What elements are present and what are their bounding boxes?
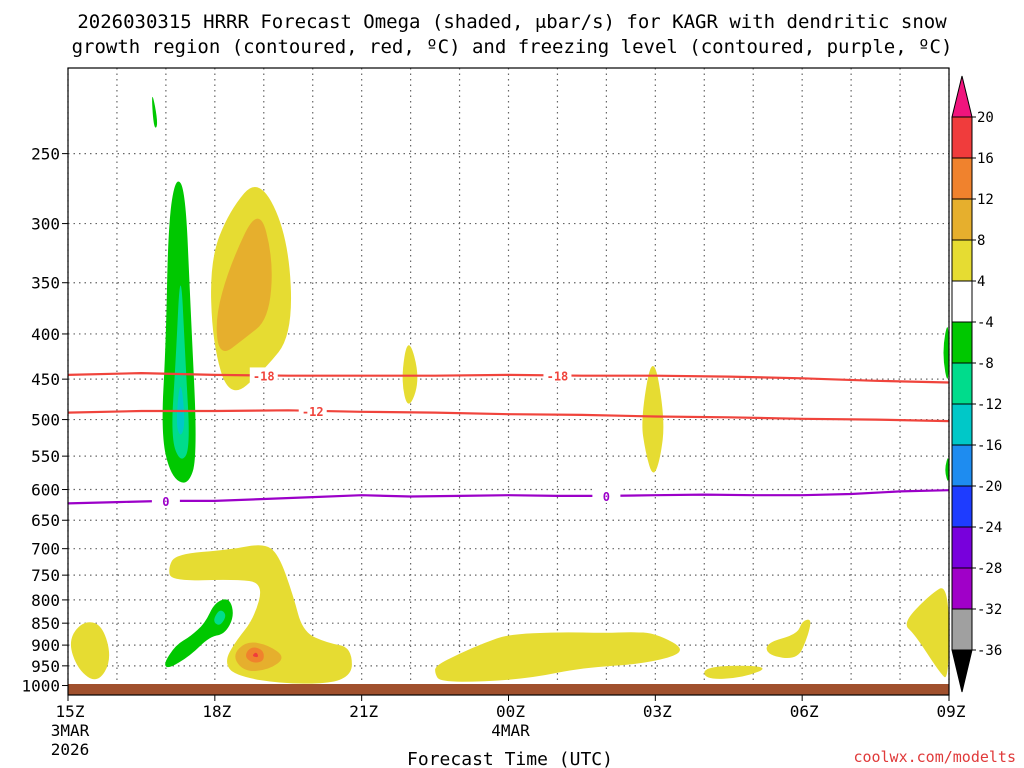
omega-region-15 xyxy=(642,365,664,473)
contour--12C xyxy=(67,409,950,423)
contour-label-freezing-level-1: 0 xyxy=(603,490,610,504)
y-tick-label-750: 750 xyxy=(31,566,60,585)
x-tick-label-00Z: 00Z xyxy=(496,702,525,721)
colorbar-label--20: -20 xyxy=(977,479,1002,495)
contour-freezing-level xyxy=(67,489,950,505)
colorbar-label-16: 16 xyxy=(977,151,994,167)
x-tick-label-09Z: 09Z xyxy=(937,702,966,721)
x-tick-year-15Z: 2026 xyxy=(51,740,90,759)
contour-label-bg-freezing-level-1 xyxy=(592,487,621,503)
colorbar-segment--8--4 xyxy=(951,321,973,364)
omega-region-18 xyxy=(906,588,949,678)
contour-label--18C-0: -18 xyxy=(253,369,275,383)
y-tick-label-500: 500 xyxy=(31,411,60,430)
terrain-bar xyxy=(68,684,949,695)
y-tick-label-450: 450 xyxy=(31,370,60,389)
x-tick-date-15Z: 3MAR xyxy=(51,721,90,740)
colorbar-segment-4-8 xyxy=(951,239,973,282)
y-tick-label-800: 800 xyxy=(31,591,60,610)
colorbar-segment--20--16 xyxy=(951,444,973,487)
colorbar: 20 16 12 8 4 -4 -8 -12 -16 -20 -24 -28 -32 -36 xyxy=(951,75,1002,693)
omega-region-20 xyxy=(945,458,949,481)
x-tick-label-03Z: 03Z xyxy=(643,702,672,721)
omega-region-1 xyxy=(152,96,158,128)
x-tick-label-06Z: 06Z xyxy=(790,702,819,721)
omega-region-0 xyxy=(70,622,110,680)
omega-region-7 xyxy=(169,545,352,684)
colorbar-segment-12-16 xyxy=(951,157,973,200)
omega-region-17 xyxy=(766,619,811,659)
colorbar-label--32: -32 xyxy=(977,602,1002,618)
pressure-axis: 250 300 350 400 450 500 550 600 650 700 750 800 850 9… xyxy=(21,145,68,696)
colorbar-label-4: 4 xyxy=(977,274,985,290)
contour-label--12C-0: -12 xyxy=(302,405,324,419)
y-tick-label-350: 350 xyxy=(31,274,60,293)
colorbar-top-arrow xyxy=(951,75,973,118)
colorbar-label--28: -28 xyxy=(977,561,1002,577)
colorbar-segment--32--28 xyxy=(951,567,973,610)
colorbar-segment--16--12 xyxy=(951,403,973,446)
y-tick-label-400: 400 xyxy=(31,325,60,344)
y-tick-label-1000: 1000 xyxy=(21,677,60,696)
contour-label-bg--18C-1 xyxy=(543,367,572,383)
omega-region-19 xyxy=(943,327,949,379)
colorbar-segment-8-12 xyxy=(951,198,973,241)
x-tick-label-18Z: 18Z xyxy=(202,702,231,721)
contour-label-bg--12C-0 xyxy=(298,402,327,418)
contour-label-bg--18C-0 xyxy=(249,367,278,383)
colorbar-bottom-arrow xyxy=(951,649,973,693)
colorbar-label-8: 8 xyxy=(977,233,985,249)
colorbar-segment-16-20 xyxy=(951,116,973,159)
colorbar-label--36: -36 xyxy=(977,643,1002,659)
credit-text: coolwx.com/modelts xyxy=(853,748,1016,766)
y-tick-label-600: 600 xyxy=(31,481,60,500)
contour-label--18C-1: -18 xyxy=(547,369,569,383)
y-tick-label-250: 250 xyxy=(31,145,60,164)
omega-region-12 xyxy=(252,652,258,658)
x-tick-date-00Z: 4MAR xyxy=(491,721,530,740)
y-tick-label-550: 550 xyxy=(31,447,60,466)
contour-label-bg-freezing-level-0 xyxy=(151,492,180,508)
colorbar-segment--28--24 xyxy=(951,526,973,569)
colorbar-segment--12--8 xyxy=(951,362,973,405)
omega-region-13 xyxy=(402,345,418,404)
colorbar-label--12: -12 xyxy=(977,397,1002,413)
temperature-contours: -18 -18 -12 0 0 xyxy=(67,367,950,509)
y-tick-label-700: 700 xyxy=(31,540,60,559)
y-tick-label-950: 950 xyxy=(31,657,60,676)
colorbar-label-12: 12 xyxy=(977,192,994,208)
y-tick-label-900: 900 xyxy=(31,636,60,655)
chart-title-line-2: growth region (contoured, red, ºC) and f… xyxy=(72,36,953,58)
contour-label-freezing-level-0: 0 xyxy=(162,495,169,509)
chart-title-line-1: 2026030315 HRRR Forecast Omega (shaded, … xyxy=(77,11,947,33)
omega-region-9 xyxy=(214,610,226,625)
colorbar-segment--36--32 xyxy=(951,608,973,651)
colorbar-label--8: -8 xyxy=(977,356,994,372)
contour--18C xyxy=(67,371,950,384)
omega-shaded-regions xyxy=(70,96,949,684)
y-tick-label-300: 300 xyxy=(31,215,60,234)
x-axis-label: Forecast Time (UTC) xyxy=(407,749,613,768)
omega-region-3 xyxy=(172,285,189,459)
colorbar-label--16: -16 xyxy=(977,438,1002,454)
x-tick-label-15Z: 15Z xyxy=(56,702,85,721)
colorbar-segment--4-4 xyxy=(951,280,973,323)
colorbar-label--4: -4 xyxy=(977,315,994,331)
colorbar-label--24: -24 xyxy=(977,520,1002,536)
x-tick-label-21Z: 21Z xyxy=(349,702,378,721)
y-tick-label-650: 650 xyxy=(31,511,60,530)
colorbar-label-20: 20 xyxy=(977,110,994,126)
colorbar-segment--24--20 xyxy=(951,485,973,528)
omega-region-14 xyxy=(435,632,680,682)
omega-region-6 xyxy=(216,218,272,352)
y-tick-label-850: 850 xyxy=(31,614,60,633)
omega-region-16 xyxy=(704,665,763,679)
